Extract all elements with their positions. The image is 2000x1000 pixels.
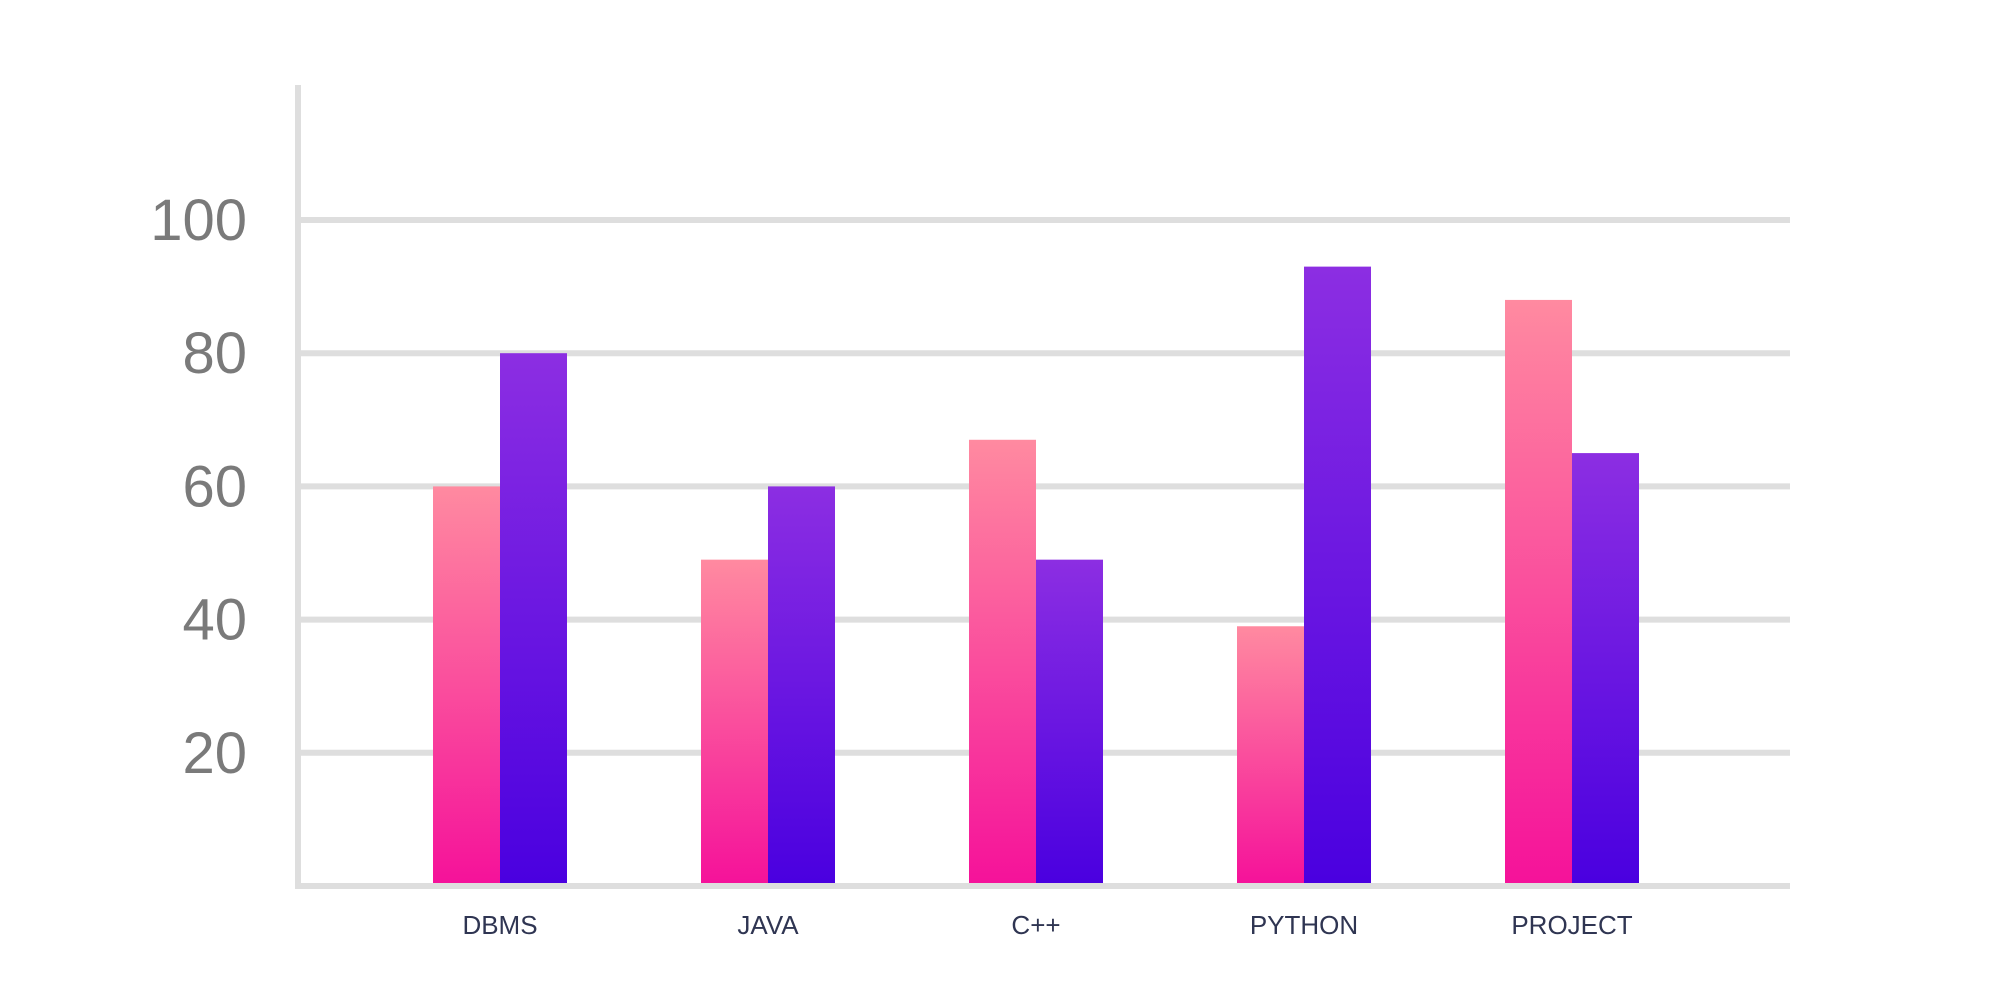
bar-java-series-1 <box>701 559 768 883</box>
y-tick-label: 100 <box>150 188 247 253</box>
bar-dbms-series-2 <box>500 353 567 883</box>
axes <box>295 85 1790 889</box>
bar-python-series-2 <box>1304 266 1371 883</box>
x-category-label: JAVA <box>737 910 799 940</box>
x-category-label: PYTHON <box>1250 910 1358 940</box>
bar-python-series-1 <box>1237 626 1304 883</box>
bar-java-series-2 <box>768 486 835 883</box>
y-tick-label: 20 <box>182 721 247 786</box>
labels: 20 40 60 80 100 DBMS JAVA C++ PYTHON PROJECT <box>150 188 1633 940</box>
bars <box>433 266 1639 883</box>
bar-c--series-1 <box>969 439 1036 883</box>
bar-project-series-2 <box>1572 453 1639 883</box>
bar-project-series-1 <box>1505 299 1572 883</box>
y-tick-label: 80 <box>182 321 247 386</box>
x-category-label: C++ <box>1011 910 1060 940</box>
y-tick-label: 60 <box>182 454 247 519</box>
y-tick-label: 40 <box>182 588 247 653</box>
bar-c--series-2 <box>1036 559 1103 883</box>
x-category-label: DBMS <box>462 910 537 940</box>
x-category-label: PROJECT <box>1511 910 1632 940</box>
bar-dbms-series-1 <box>433 486 500 883</box>
